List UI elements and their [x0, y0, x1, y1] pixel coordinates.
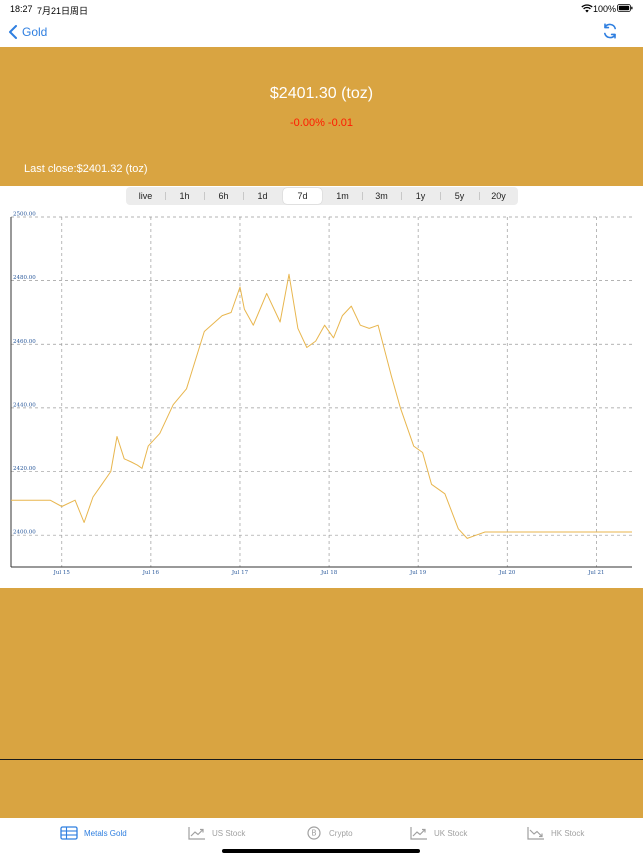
- home-indicator: [222, 849, 420, 853]
- range-tab-1m[interactable]: 1m: [336, 191, 349, 201]
- price-header: $2401.30 (toz) -0.00% -0.01 Last close:$…: [0, 47, 643, 186]
- x-tick-label: Jul 21: [587, 570, 604, 576]
- y-tick-label: 2420.00: [13, 466, 36, 472]
- status-time: 18:27: [10, 4, 33, 14]
- x-tick-label: Jul 19: [409, 570, 427, 576]
- range-tab-6h[interactable]: 6h: [204, 187, 243, 205]
- y-tick-label: 2480.00: [13, 275, 36, 281]
- back-label: Gold: [22, 25, 48, 39]
- price-series-line: [11, 273, 632, 539]
- chevron-left-icon: [9, 25, 17, 39]
- range-tab-1h[interactable]: 1h: [165, 187, 204, 205]
- table-icon: [60, 826, 78, 840]
- y-tick-label: 2400.00: [13, 530, 36, 536]
- tab-us-stock[interactable]: US Stock: [188, 824, 245, 842]
- range-tab-5y[interactable]: 5y: [440, 187, 479, 205]
- tab-label: Metals Gold: [84, 828, 127, 838]
- tab-metals-gold[interactable]: Metals Gold: [60, 824, 127, 842]
- battery-percent: 100%: [593, 4, 617, 14]
- tab-label: Crypto: [329, 828, 353, 838]
- tab-crypto[interactable]: B Crypto: [305, 824, 353, 842]
- refresh-icon[interactable]: [602, 22, 618, 40]
- range-tab-7d[interactable]: 7d: [283, 188, 322, 204]
- bottom-panel: [0, 588, 643, 818]
- range-tab-20y[interactable]: 20y: [479, 187, 518, 205]
- svg-text:B: B: [311, 829, 316, 838]
- divider: [0, 759, 643, 760]
- range-tab-3m[interactable]: 3m: [362, 187, 401, 205]
- range-tab-1d[interactable]: 1d: [243, 187, 282, 205]
- back-button[interactable]: Gold: [8, 23, 47, 41]
- status-date: 7月21日周日: [37, 6, 89, 16]
- range-selector: live 1h 6h 1d 7d 1m 3m 1y 5y 20y: [126, 187, 518, 205]
- trend-down-icon: [527, 827, 544, 840]
- x-tick-label: Jul 15: [53, 570, 71, 576]
- y-tick-label: 2500.00: [13, 212, 36, 218]
- wifi-icon: [581, 4, 593, 13]
- trend-up-icon: [188, 827, 205, 840]
- trend-up-icon: [410, 827, 427, 840]
- range-tab-1y[interactable]: 1y: [401, 187, 440, 205]
- current-price: $2401.30 (toz): [269, 85, 374, 102]
- y-tick-label: 2440.00: [13, 402, 36, 408]
- tab-hk-stock[interactable]: HK Stock: [527, 824, 584, 842]
- range-tab-live[interactable]: live: [138, 191, 153, 201]
- status-bar: 18:27 7月21日周日 100%: [0, 0, 643, 16]
- tab-label: HK Stock: [551, 828, 585, 838]
- x-tick-label: Jul 16: [142, 570, 160, 576]
- tab-label: UK Stock: [434, 828, 468, 838]
- last-close: Last close:$2401.32 (toz): [24, 163, 148, 175]
- x-tick-label: Jul 17: [231, 570, 249, 576]
- tab-uk-stock[interactable]: UK Stock: [410, 824, 467, 842]
- x-tick-label: Jul 18: [320, 570, 338, 576]
- battery-icon: [617, 4, 633, 12]
- tab-label: US Stock: [212, 828, 246, 838]
- x-tick-label: Jul 20: [498, 570, 516, 576]
- bitcoin-icon: B: [307, 826, 321, 840]
- nav-bar: Gold: [0, 16, 643, 46]
- price-change: -0.00% -0.01: [290, 117, 353, 129]
- y-tick-label: 2460.00: [13, 339, 36, 345]
- price-chart: 2500.00 2480.00 2460.00 2440.00 2420.00 2400.…: [10, 212, 632, 576]
